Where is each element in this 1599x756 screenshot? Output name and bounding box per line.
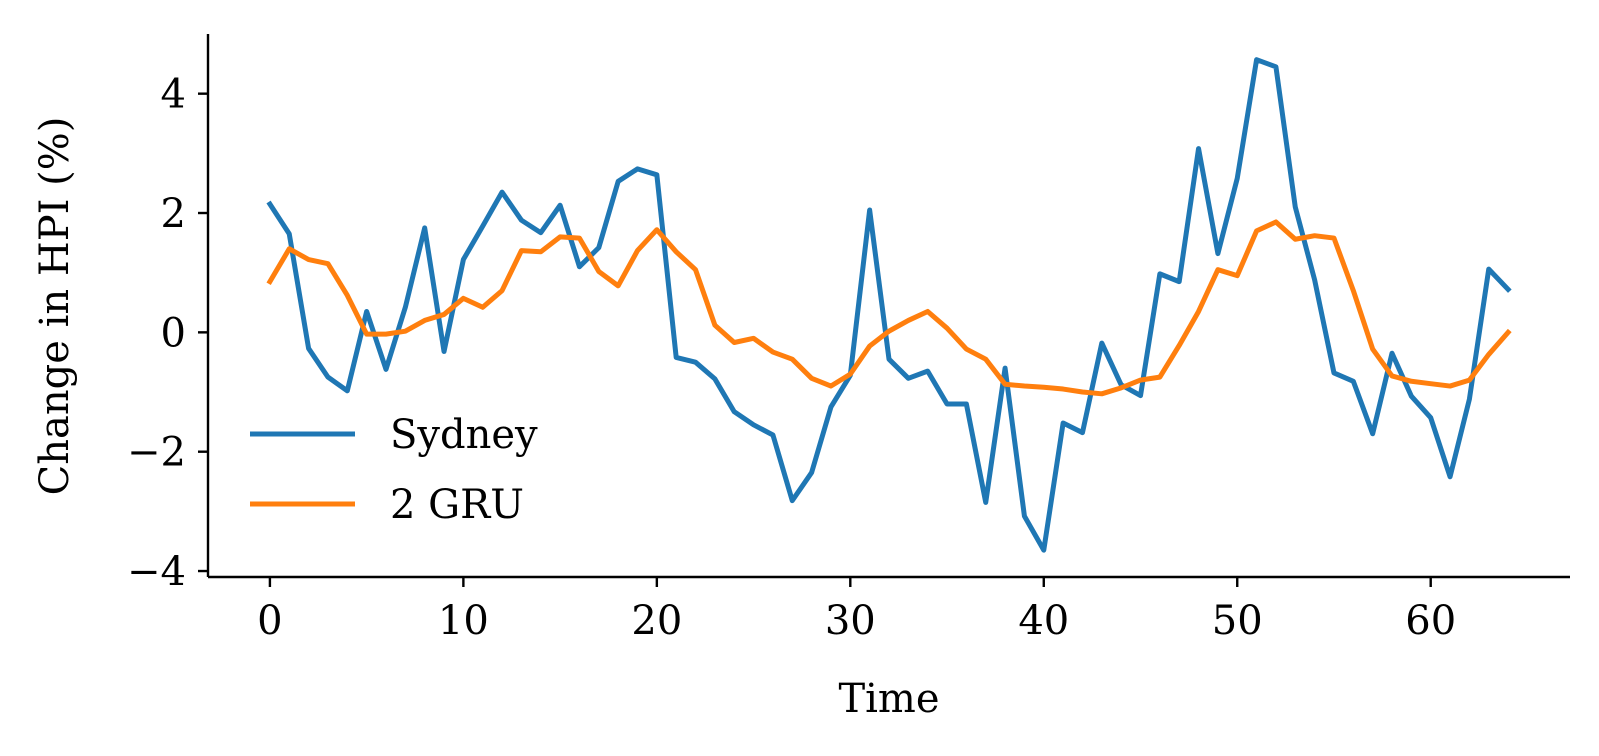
x-tick-label-30: 30	[825, 598, 876, 644]
series-layer	[266, 57, 1512, 553]
x-tick-label-10: 10	[438, 598, 489, 644]
series-line-sydney	[266, 57, 1512, 553]
series-line-2-gru	[266, 219, 1512, 397]
legend-label-2-gru: 2 GRU	[390, 482, 524, 528]
y-tick-label-4: 4	[161, 72, 186, 118]
x-axis-label: Time	[838, 676, 939, 722]
x-tick-label-50: 50	[1212, 598, 1263, 644]
y-axis-label: Change in HPI (%)	[32, 117, 78, 496]
x-tick-label-60: 60	[1405, 598, 1456, 644]
y-tick-label-0: 0	[161, 310, 186, 356]
y-tick-label--4: −4	[127, 549, 186, 595]
y-axis-ticks: −4 −2 0 2 4	[127, 72, 208, 595]
legend-label-sydney: Sydney	[390, 412, 538, 458]
x-tick-label-40: 40	[1018, 598, 1069, 644]
y-tick-label-2: 2	[161, 191, 186, 237]
y-tick-label--2: −2	[127, 430, 186, 476]
legend: Sydney 2 GRU	[250, 412, 538, 528]
x-axis-ticks: 0 10 20 30 40 50 60	[257, 577, 1456, 644]
x-tick-label-0: 0	[257, 598, 282, 644]
x-tick-label-20: 20	[631, 598, 682, 644]
